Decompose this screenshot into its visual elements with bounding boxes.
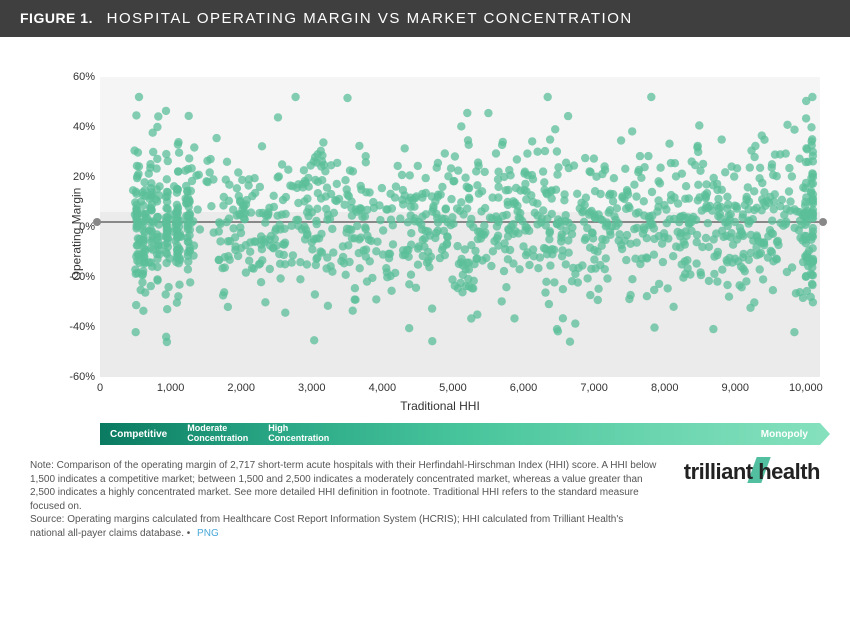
- zero-line-cap-right: [819, 218, 827, 226]
- figure-footer: Note: Comparison of the operating margin…: [0, 445, 850, 540]
- y-tick: -20%: [55, 271, 95, 283]
- y-tick: -40%: [55, 321, 95, 333]
- legend-monopoly: Monopoly: [761, 429, 808, 440]
- figure-note: Note: Comparison of the operating margin…: [30, 459, 660, 540]
- x-tick: 9,000: [722, 382, 750, 394]
- chart-area: Operating Margin Traditional HHI -60%-40…: [60, 57, 820, 407]
- y-tick: 20%: [55, 171, 95, 183]
- trilliant-logo: trilliant health: [680, 459, 820, 485]
- concentration-legend: CompetitiveModerateConcentrationHighConc…: [100, 423, 820, 445]
- figure-header: FIGURE 1. HOSPITAL OPERATING MARGIN VS M…: [0, 0, 850, 37]
- y-tick: 60%: [55, 71, 95, 83]
- x-tick: 1,000: [157, 382, 185, 394]
- x-tick: 6,000: [510, 382, 538, 394]
- x-tick: 5,000: [439, 382, 467, 394]
- figure-title: HOSPITAL OPERATING MARGIN VS MARKET CONC…: [107, 10, 633, 27]
- legend-segment: ModerateConcentration: [177, 424, 258, 444]
- logo-text: trilliant health: [684, 459, 820, 484]
- chart-container: Operating Margin Traditional HHI -60%-40…: [0, 37, 850, 407]
- y-tick: 40%: [55, 121, 95, 133]
- x-tick: 10,000: [789, 382, 823, 394]
- scatter-points: [100, 77, 820, 377]
- x-tick: 7,000: [580, 382, 608, 394]
- figure-number: FIGURE 1.: [20, 10, 93, 26]
- x-tick: 2,000: [227, 382, 255, 394]
- x-tick: 3,000: [298, 382, 326, 394]
- note-text: Note: Comparison of the operating margin…: [30, 460, 656, 512]
- x-tick: 0: [97, 382, 103, 394]
- legend-segment: HighConcentration: [258, 424, 339, 444]
- x-axis-label: Traditional HHI: [60, 399, 820, 413]
- y-tick: -60%: [55, 371, 95, 383]
- x-tick: 8,000: [651, 382, 679, 394]
- x-tick: 4,000: [369, 382, 397, 394]
- source-text: Source: Operating margins calculated fro…: [30, 514, 623, 539]
- y-axis-label: Operating Margin: [69, 188, 83, 281]
- y-tick: 0%: [55, 221, 95, 233]
- legend-segment: Competitive: [100, 429, 177, 440]
- png-link[interactable]: PNG: [197, 528, 219, 539]
